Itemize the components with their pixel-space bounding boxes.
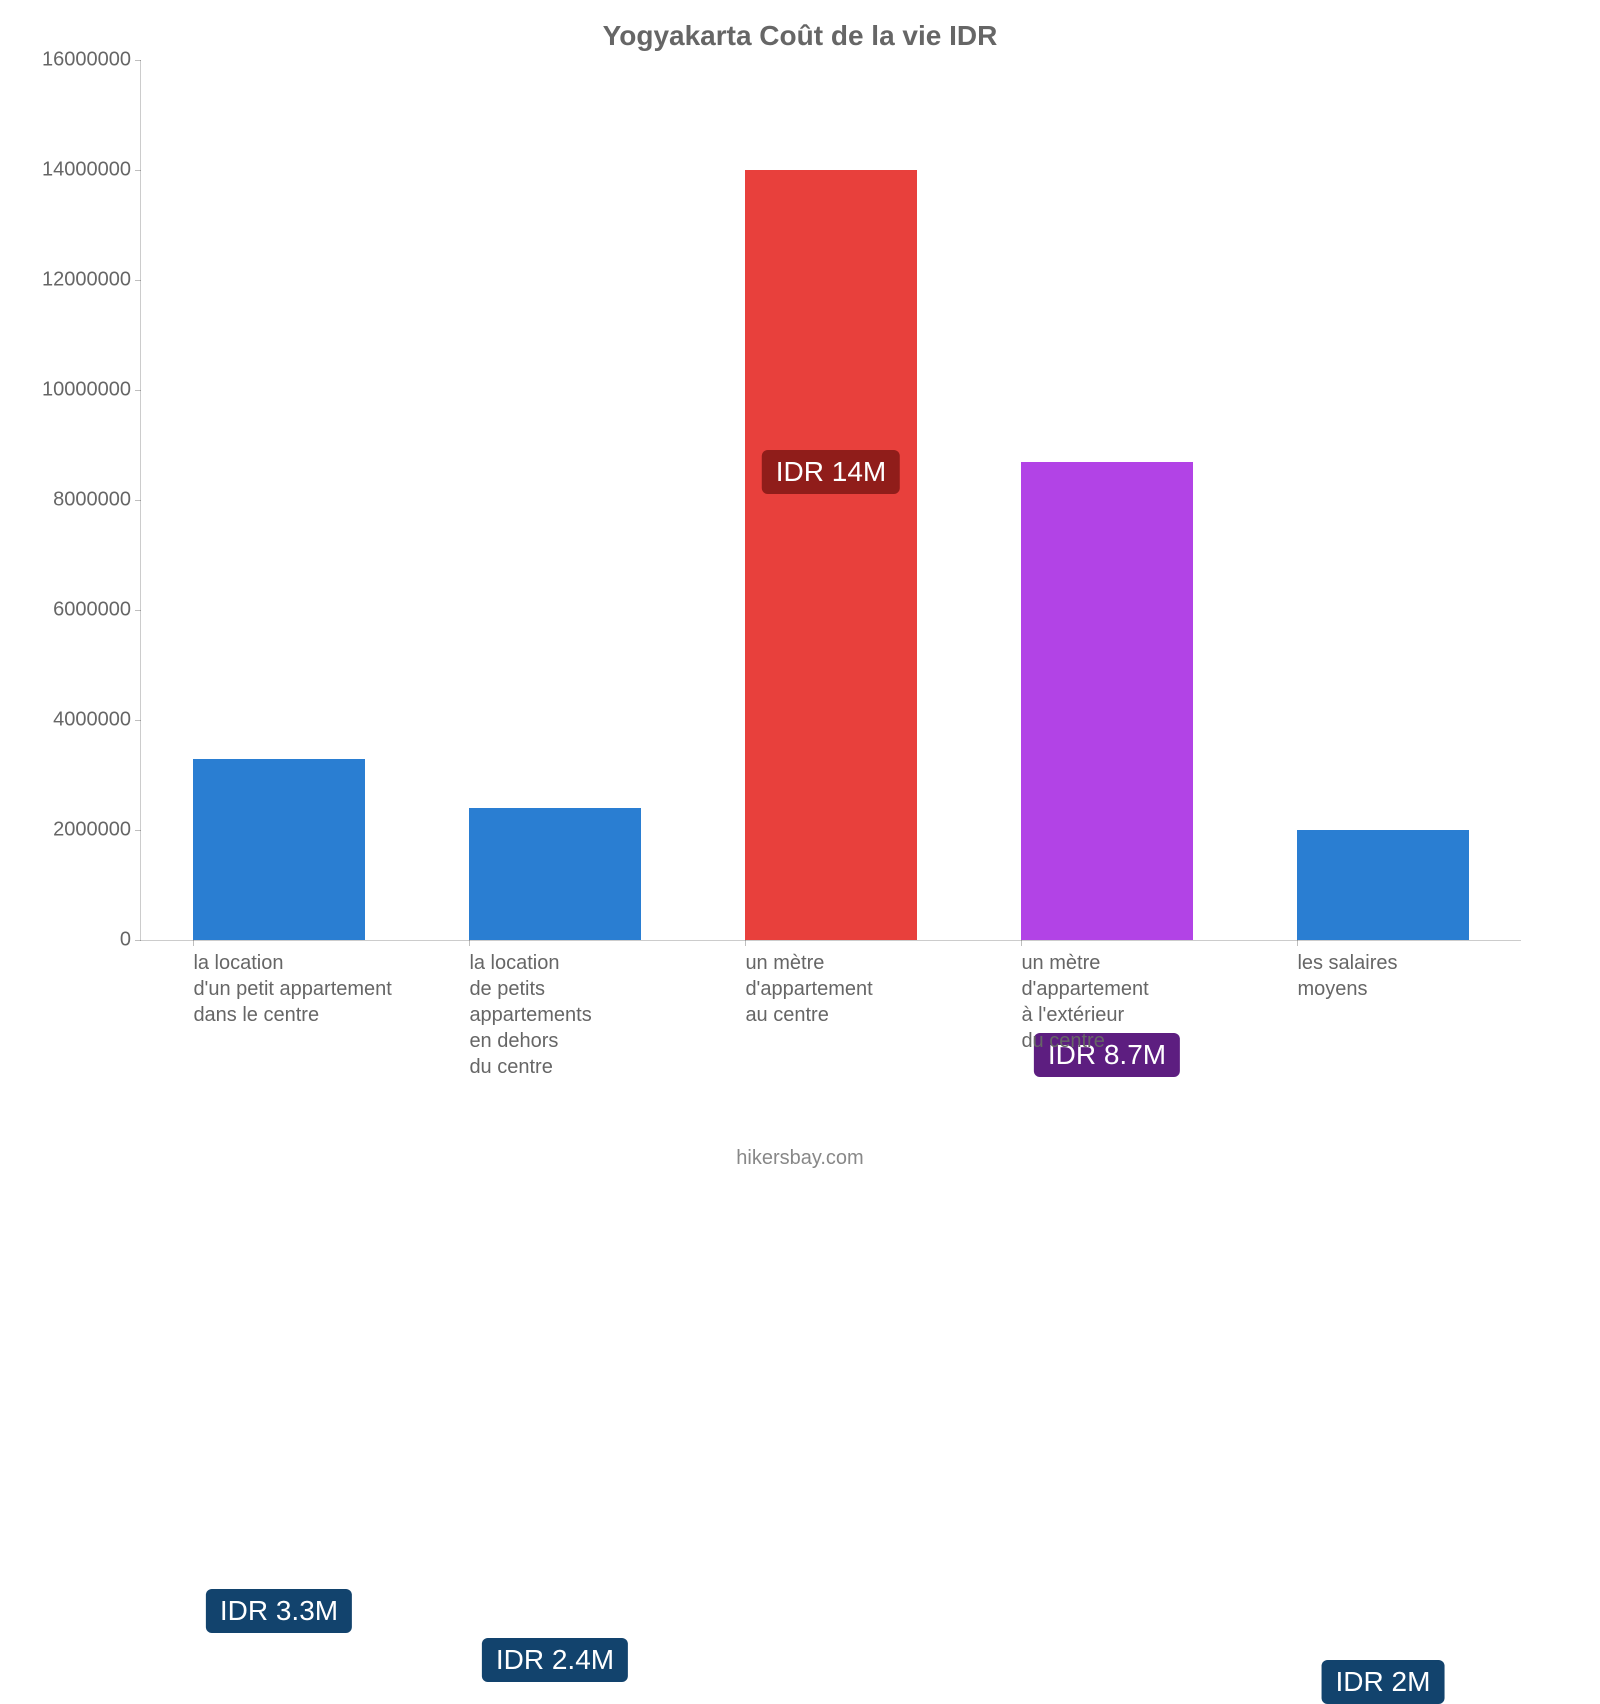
bar: IDR 2M [1297, 830, 1468, 940]
y-axis-tick-mark [135, 60, 141, 61]
y-axis-tick-mark [135, 500, 141, 501]
y-axis-tick-mark [135, 940, 141, 941]
plot-area: 0200000040000006000000800000010000000120… [140, 60, 1521, 941]
x-axis-tick-label: la location d'un petit appartement dans … [193, 940, 391, 1028]
y-axis-tick-label: 12000000 [42, 269, 141, 292]
x-axis-tick-label: un mètre d'appartement au centre [745, 940, 956, 1028]
bar-value-label: IDR 14M [762, 450, 900, 494]
y-axis-tick-mark [135, 610, 141, 611]
y-axis-tick-mark [135, 170, 141, 171]
y-axis-tick-mark [135, 720, 141, 721]
bar-value-label: IDR 2M [1322, 1660, 1445, 1704]
chart-title: Yogyakarta Coût de la vie IDR [0, 20, 1600, 52]
x-axis-tick-label: les salaires moyens [1297, 940, 1397, 1002]
bar-value-label: IDR 3.3M [206, 1589, 352, 1633]
bar: IDR 2.4M [469, 808, 640, 940]
y-axis-tick-label: 8000000 [53, 489, 141, 512]
y-axis-tick-mark [135, 830, 141, 831]
y-axis-tick-label: 10000000 [42, 379, 141, 402]
y-axis-tick-label: 2000000 [53, 819, 141, 842]
y-axis-tick-label: 6000000 [53, 599, 141, 622]
bar: IDR 14M [745, 170, 916, 940]
y-axis-tick-mark [135, 390, 141, 391]
x-axis-tick-label: la location de petits appartements en de… [469, 940, 591, 1080]
bar: IDR 3.3M [193, 759, 364, 941]
x-axis-tick-label: un mètre d'appartement à l'extérieur du … [1021, 940, 1232, 1054]
y-axis-tick-label: 4000000 [53, 709, 141, 732]
chart-container: Yogyakarta Coût de la vie IDR 0200000040… [0, 0, 1600, 1200]
chart-footer: hikersbay.com [0, 1147, 1600, 1170]
y-axis-tick-label: 14000000 [42, 159, 141, 182]
y-axis-tick-label: 16000000 [42, 49, 141, 72]
y-axis-tick-mark [135, 280, 141, 281]
bar: IDR 8.7M [1021, 462, 1192, 941]
bar-value-label: IDR 2.4M [482, 1638, 628, 1682]
